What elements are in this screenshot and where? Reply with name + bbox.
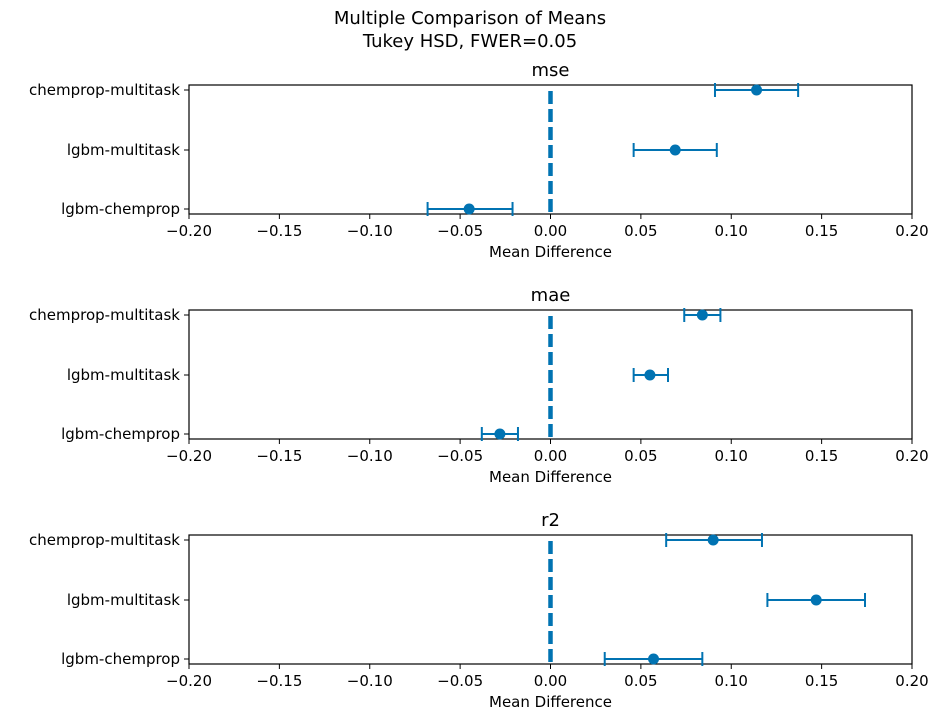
y-tick-label: lgbm-multitask <box>67 591 180 609</box>
x-tick-label: 0.10 <box>715 222 748 240</box>
x-tick-label: 0.05 <box>624 447 657 465</box>
subplot-mse: mse −0.20 −0.15 −0.10 −0.05 0.00 0.05 0.10 0.15 0… <box>29 60 929 261</box>
y-tick-label: lgbm-multitask <box>67 366 180 384</box>
x-tick-label: 0.10 <box>715 672 748 690</box>
mean-point <box>810 594 822 606</box>
x-tick-label: −0.20 <box>166 672 212 690</box>
x-tick-label: −0.20 <box>166 447 212 465</box>
subplot-mae: mae −0.20 −0.15 −0.10 −0.05 0.00 0.05 0.10 0.15 0… <box>29 285 929 486</box>
x-tick-label: −0.05 <box>437 222 483 240</box>
y-tick-label: chemprop-multitask <box>29 306 180 324</box>
x-tick-label: 0.15 <box>805 222 838 240</box>
x-tick-label: 0.15 <box>805 447 838 465</box>
x-tick-label: 0.00 <box>534 672 567 690</box>
x-axis-label: Mean Difference <box>489 468 612 486</box>
x-tick-label: 0.10 <box>715 447 748 465</box>
mean-point <box>669 144 681 156</box>
figure-suptitle-line2: Tukey HSD, FWER=0.05 <box>362 31 577 52</box>
x-tick-label: −0.05 <box>437 447 483 465</box>
x-tick-label: 0.05 <box>624 672 657 690</box>
mean-point <box>696 309 708 321</box>
x-tick-label: −0.10 <box>347 222 393 240</box>
x-tick-label: 0.15 <box>805 672 838 690</box>
subplot-title: r2 <box>541 510 560 531</box>
mean-point <box>648 653 660 665</box>
mean-point <box>707 534 719 546</box>
x-tick-label: −0.20 <box>166 222 212 240</box>
y-tick-label: lgbm-multitask <box>67 141 180 159</box>
x-tick-label: −0.10 <box>347 672 393 690</box>
y-tick-label: chemprop-multitask <box>29 81 180 99</box>
subplot-title: mse <box>532 60 570 81</box>
x-tick-label: 0.05 <box>624 222 657 240</box>
y-tick-label: chemprop-multitask <box>29 531 180 549</box>
y-tick-label: lgbm-chemprop <box>61 200 180 218</box>
x-tick-label: 0.20 <box>895 672 928 690</box>
x-tick-label: 0.00 <box>534 447 567 465</box>
x-tick-label: −0.15 <box>256 222 302 240</box>
mean-point <box>494 428 506 440</box>
y-tick-label: lgbm-chemprop <box>61 650 180 668</box>
mean-point <box>751 84 763 96</box>
x-tick-label: 0.20 <box>895 447 928 465</box>
x-tick-label: −0.05 <box>437 672 483 690</box>
subplot-title: mae <box>531 285 571 306</box>
mean-point <box>644 369 656 381</box>
figure-suptitle-line1: Multiple Comparison of Means <box>334 8 606 29</box>
x-tick-label: −0.10 <box>347 447 393 465</box>
y-tick-label: lgbm-chemprop <box>61 425 180 443</box>
x-tick-label: −0.15 <box>256 447 302 465</box>
mean-point <box>463 203 475 215</box>
x-tick-label: −0.15 <box>256 672 302 690</box>
subplots: mse −0.20 −0.15 −0.10 −0.05 0.00 0.05 0.10 0.15 0… <box>29 60 929 711</box>
x-axis-label: Mean Difference <box>489 693 612 711</box>
x-tick-label: 0.20 <box>895 222 928 240</box>
x-axis-label: Mean Difference <box>489 243 612 261</box>
subplot-r2: r2 −0.20 −0.15 −0.10 −0.05 0.00 0.05 0.10 0.15 0.… <box>29 510 929 711</box>
x-tick-label: 0.00 <box>534 222 567 240</box>
